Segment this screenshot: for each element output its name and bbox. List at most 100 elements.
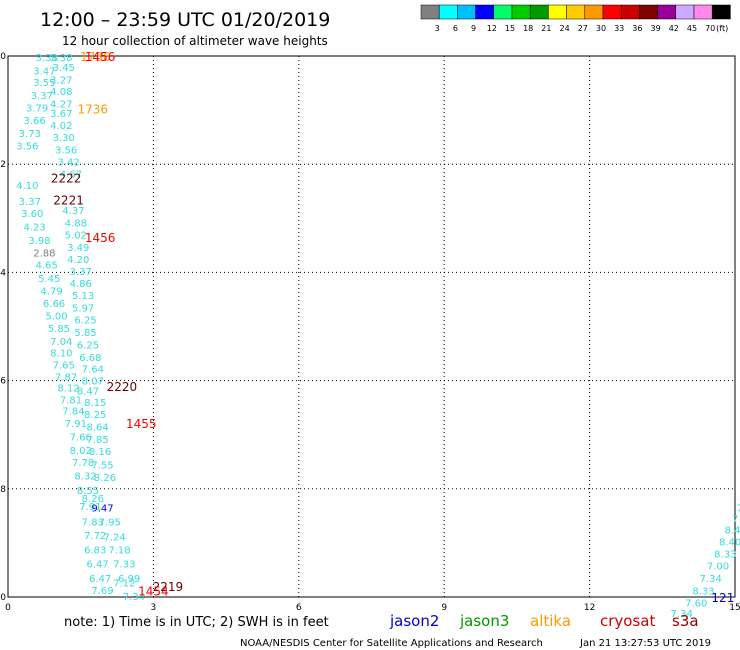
colorbar-swatch <box>457 4 476 20</box>
wave-height-value: 3.67 <box>50 109 72 120</box>
y-tick-label: -30 <box>0 52 6 62</box>
colorbar-label: 6 <box>453 24 458 33</box>
wave-height-value: 7.12 <box>113 578 135 589</box>
wave-height-value: 7.83 <box>82 517 104 528</box>
colorbar-label: 45 <box>687 24 697 33</box>
wave-height-value: 3.37 <box>70 267 92 278</box>
y-tick-label: -36 <box>0 377 6 387</box>
wave-height-value: 7.78 <box>72 458 94 469</box>
wave-height-value: 8.25 <box>84 410 106 421</box>
wave-height-value: 4.86 <box>70 279 92 290</box>
pass-time-label: 2221 <box>53 193 84 207</box>
wave-height-value: 3.56 <box>16 141 38 152</box>
colorbar-label: 18 <box>523 24 533 33</box>
wave-height-value: 4.65 <box>36 260 58 271</box>
wave-height-value: 2.88 <box>33 248 55 259</box>
pass-time-label: 1736 <box>78 102 109 116</box>
wave-height-value: 3.66 <box>24 116 46 127</box>
pass-time-labels: 1736145617362222222114562220145522191454… <box>51 50 734 605</box>
wave-height-value: 4.37 <box>62 206 84 217</box>
chart-subtitle: 12 hour collection of altimeter wave hei… <box>62 34 328 48</box>
wave-height-value: 3.45 <box>53 63 75 74</box>
wave-height-value: 3.56 <box>55 146 77 157</box>
colorbar-swatch <box>620 4 640 20</box>
wave-height-value: 7.81 <box>60 396 82 407</box>
pass-time-label: 1455 <box>126 417 157 431</box>
wave-height-value: 8.33 <box>714 550 736 561</box>
colorbar-label: 70 <box>705 24 715 33</box>
wave-height-value: 4.20 <box>67 255 89 266</box>
wave-height-value: 8.32 <box>74 471 96 482</box>
wave-height-value: 6.25 <box>74 315 96 326</box>
x-tick-label: 6 <box>296 603 302 613</box>
grid-lines <box>8 56 735 597</box>
wave-height-value: 4.10 <box>16 181 38 192</box>
wave-height-value: 7.85 <box>87 435 109 446</box>
wave-height-value: 3.47 <box>33 67 55 78</box>
satellite-legend-s3a: s3a <box>672 612 699 630</box>
colorbar-label: 9 <box>471 24 476 33</box>
wave-height-value: 5.13 <box>72 291 94 302</box>
colorbar-label: 15 <box>505 24 515 33</box>
footer-agency: NOAA/NESDIS Center for Satellite Applica… <box>240 638 543 649</box>
wave-height-value: 7.34 <box>671 609 693 620</box>
satellite-legend: jason2 jason3 altika cryosat s3a <box>389 612 699 630</box>
satellite-legend-altika: altika <box>530 612 571 630</box>
wave-height-value: 4.79 <box>40 286 62 297</box>
wave-height-value: 4.02 <box>50 121 72 132</box>
wave-height-value: 4.88 <box>65 219 87 230</box>
wave-height-value: 8.47 <box>77 386 99 397</box>
wave-height-value: 7.64 <box>82 365 104 376</box>
colorbar-label: 3 <box>435 24 440 33</box>
y-tick-label: -40 <box>0 593 6 603</box>
wave-height-value: 5.02 <box>65 231 87 242</box>
wave-height-value: 5.45 <box>38 274 60 285</box>
wave-height-value: 8.40 <box>719 537 740 548</box>
wave-height-value: 3.60 <box>21 209 43 220</box>
satellite-legend-jason2: jason2 <box>389 612 439 630</box>
colorbar-swatch <box>475 4 495 20</box>
wave-height-value: 8.16 <box>89 447 111 458</box>
wave-height-value: 3.49 <box>67 243 89 254</box>
wave-height-value: 7 <box>737 504 740 515</box>
x-tick-label: 9 <box>441 603 447 613</box>
colorbar-label: 30 <box>596 24 606 33</box>
colorbar-swatch <box>711 4 731 20</box>
wave-height-value: 3.73 <box>19 129 41 140</box>
wave-height-value: 7.34 <box>700 574 722 585</box>
wave-height-value: 6.83 <box>84 545 106 556</box>
colorbar-swatch <box>584 4 604 20</box>
wave-height-value: 9.47 <box>91 504 113 515</box>
wave-height-value: 6.47 <box>87 559 109 570</box>
satellite-legend-cryosat: cryosat <box>600 612 655 630</box>
wave-height-value: 6.99 <box>118 574 140 585</box>
colorbar-legend: 3 6 9 12 15 18 21 24 27 30 33 36 39 42 45 70 (ft) <box>420 4 731 33</box>
wave-height-value: 7.18 <box>108 545 130 556</box>
wave-height-value: 3.27 <box>50 75 72 86</box>
wave-height-value: 7.04 <box>50 337 72 348</box>
colorbar-label: 36 <box>632 24 642 33</box>
colorbar-label: 42 <box>669 24 679 33</box>
colorbar-swatch <box>657 4 677 20</box>
wave-height-value: 4.23 <box>24 222 46 233</box>
wave-height-value: 8.15 <box>84 398 106 409</box>
colorbar-swatch <box>420 4 440 20</box>
wave-height-value: 5.85 <box>74 328 96 339</box>
wave-height-value: 5.97 <box>72 304 94 315</box>
colorbar-swatch <box>493 4 513 20</box>
axis-ticks: 0 3 6 9 12 15 -30 -32 -34 -36 -38 -40 <box>0 52 740 613</box>
colorbar-label: 24 <box>560 24 570 33</box>
wave-height-value: 4.67 <box>60 169 82 180</box>
wave-height-value: 3.42 <box>57 157 79 168</box>
x-tick-label: 3 <box>151 603 157 613</box>
colorbar-label: 27 <box>578 24 588 33</box>
wave-height-value: 7.84 <box>62 406 84 417</box>
colorbar-label: (ft) <box>716 24 728 33</box>
wave-height-value: 5.85 <box>48 324 70 335</box>
x-tick-label: 12 <box>584 603 595 613</box>
wave-height-value: 3.30 <box>53 133 75 144</box>
wave-height-value: 4.27 <box>50 100 72 111</box>
wave-height-value: 7.87 <box>55 372 77 383</box>
pass-time-label: 2222 <box>51 172 82 186</box>
pass-time-label: 2219 <box>153 580 184 594</box>
